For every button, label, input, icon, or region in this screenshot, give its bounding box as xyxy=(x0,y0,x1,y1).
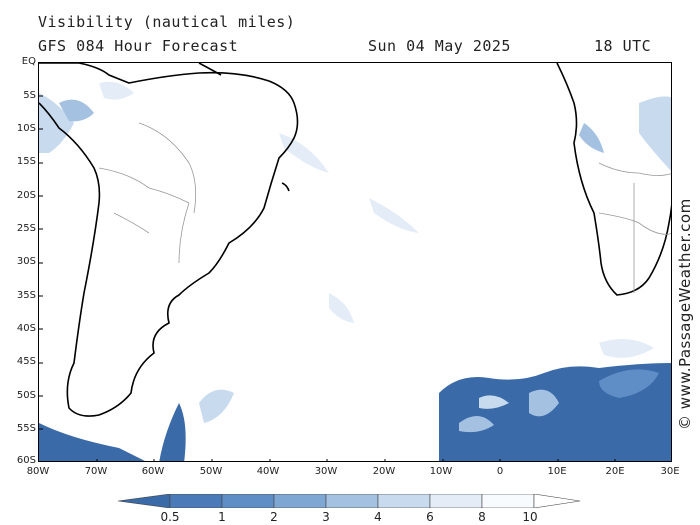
lat-label: 40S xyxy=(16,323,36,334)
lon-label: 10E xyxy=(547,466,567,477)
map-title: Visibility (nautical miles) xyxy=(38,13,296,31)
low-visibility-areas xyxy=(39,81,671,461)
legend-label: 6 xyxy=(426,510,434,524)
lon-label: 60W xyxy=(141,466,165,477)
lat-label: 30S xyxy=(16,256,36,267)
graticule-ticks xyxy=(39,95,616,461)
lat-label: EQ xyxy=(21,56,36,67)
lon-label: 30W xyxy=(314,466,338,477)
lon-label: 10W xyxy=(429,466,453,477)
lat-label: 25S xyxy=(16,223,36,234)
lon-label: 80W xyxy=(26,466,50,477)
legend-swatch xyxy=(169,494,223,508)
legend-colorbar xyxy=(118,494,581,508)
legend-label: 0.5 xyxy=(160,510,180,524)
lat-label: 45S xyxy=(16,356,36,367)
map-canvas xyxy=(38,62,672,462)
legend-swatch xyxy=(118,494,171,508)
lon-label: 20W xyxy=(372,466,396,477)
lat-label: 60S xyxy=(16,455,36,466)
forecast-time: 18 UTC xyxy=(594,37,652,55)
lat-label: 55S xyxy=(16,423,36,434)
legend-swatch xyxy=(377,494,431,508)
legend-label: 10 xyxy=(522,510,538,524)
legend-label: 3 xyxy=(322,510,330,524)
legend-swatch xyxy=(325,494,379,508)
copyright-text: © www.PassageWeather.com xyxy=(676,198,694,430)
forecast-date: Sun 04 May 2025 xyxy=(368,37,511,55)
legend-swatch xyxy=(533,494,581,508)
legend-label: 4 xyxy=(374,510,382,524)
lat-label: 20S xyxy=(16,190,36,201)
legend-label: 1 xyxy=(218,510,226,524)
lon-label: 0 xyxy=(496,466,504,477)
legend-label: 8 xyxy=(478,510,486,524)
lon-label: 50W xyxy=(199,466,223,477)
lat-label: 10S xyxy=(16,123,36,134)
visibility-map xyxy=(39,63,671,461)
lon-label: 40W xyxy=(256,466,280,477)
lon-label: 70W xyxy=(84,466,108,477)
country-borders xyxy=(98,122,671,293)
legend-swatch xyxy=(273,494,327,508)
forecast-label: GFS 084 Hour Forecast xyxy=(38,37,239,55)
lat-label: 15S xyxy=(16,156,36,167)
legend-swatch xyxy=(221,494,275,508)
lon-label: 20E xyxy=(605,466,625,477)
lat-label: 5S xyxy=(23,90,36,101)
lat-label: 35S xyxy=(16,290,36,301)
legend-swatch xyxy=(429,494,483,508)
legend-swatch xyxy=(481,494,535,508)
lat-label: 50S xyxy=(16,390,36,401)
legend-label: 2 xyxy=(270,510,278,524)
lon-label: 30E xyxy=(660,466,680,477)
coastlines xyxy=(39,63,671,417)
